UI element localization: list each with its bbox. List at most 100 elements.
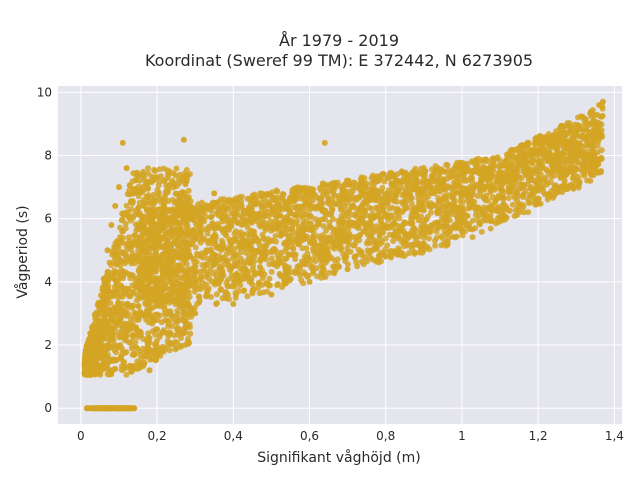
data-point [343, 177, 350, 184]
data-point [302, 224, 309, 231]
data-point [165, 308, 172, 315]
data-point [339, 237, 346, 244]
data-point [126, 234, 132, 241]
data-point [242, 249, 249, 256]
data-point [237, 282, 244, 289]
data-point [127, 217, 134, 224]
data-point [582, 142, 589, 149]
data-point [474, 161, 481, 168]
data-point [599, 98, 606, 105]
data-point [300, 280, 307, 287]
data-point [305, 272, 312, 279]
data-point [386, 205, 393, 212]
data-point [116, 184, 122, 191]
data-point [185, 303, 192, 310]
data-point [414, 169, 421, 176]
data-point [229, 255, 236, 262]
data-point [483, 211, 489, 218]
data-point [534, 195, 541, 202]
data-point [262, 245, 268, 252]
data-point [572, 127, 579, 134]
data-point [248, 274, 255, 281]
data-point [528, 176, 535, 183]
data-point [265, 280, 271, 287]
data-point [414, 213, 421, 220]
data-point [344, 266, 351, 273]
data-point [228, 222, 235, 229]
data-point [311, 242, 318, 248]
data-point [487, 204, 494, 211]
x-tick-label: 0,6 [300, 429, 319, 443]
data-point [154, 187, 161, 194]
data-point [180, 208, 186, 215]
data-point [166, 347, 173, 354]
data-point [135, 303, 142, 309]
data-point [119, 326, 126, 333]
data-point [145, 170, 152, 177]
data-point [173, 190, 180, 197]
data-point [266, 275, 273, 282]
data-point [588, 172, 595, 178]
data-point [133, 176, 140, 183]
data-point [238, 203, 245, 210]
data-point [146, 236, 153, 242]
data-point [330, 269, 337, 275]
data-point [158, 236, 164, 242]
data-point [229, 283, 236, 290]
data-point [167, 273, 174, 280]
data-point [341, 214, 348, 221]
data-point [269, 204, 276, 211]
data-point [584, 157, 590, 164]
data-point [583, 148, 590, 155]
data-point [108, 222, 115, 228]
data-point [449, 233, 456, 240]
data-point [346, 241, 352, 248]
data-point [316, 185, 323, 192]
data-point [239, 270, 246, 277]
data-point [135, 364, 141, 371]
data-point [251, 228, 257, 235]
data-point [130, 302, 137, 309]
data-point [349, 183, 356, 190]
data-point [171, 254, 178, 261]
data-point [513, 189, 520, 196]
data-point [482, 174, 489, 181]
data-point [149, 245, 156, 252]
x-tick-label: 0,4 [224, 429, 243, 443]
data-point [150, 191, 157, 198]
data-point [554, 157, 561, 163]
data-point [179, 330, 185, 337]
data-point [168, 248, 175, 255]
data-point [170, 228, 177, 235]
data-point [544, 181, 550, 188]
data-point [123, 165, 130, 172]
data-point [224, 283, 231, 290]
data-point [594, 126, 601, 133]
data-point [420, 240, 427, 247]
data-point [182, 181, 189, 188]
data-point [164, 236, 171, 243]
data-point [117, 249, 124, 256]
data-point [158, 208, 165, 215]
data-point [123, 202, 130, 209]
data-point [283, 200, 290, 207]
data-point [129, 332, 136, 338]
data-point [338, 224, 345, 231]
data-point [339, 186, 346, 193]
data-point [197, 268, 204, 275]
data-point [176, 303, 183, 309]
data-point [309, 225, 316, 232]
data-point [141, 175, 148, 182]
data-point [136, 189, 143, 196]
data-point [171, 181, 178, 188]
data-point [497, 215, 504, 222]
data-point [552, 190, 559, 197]
data-point [137, 234, 144, 241]
data-point [251, 269, 258, 276]
data-point [392, 215, 399, 222]
data-point [334, 179, 341, 186]
chart-subtitle: Koordinat (Sweref 99 TM): E 372442, N 62… [145, 51, 533, 70]
data-point [418, 223, 425, 230]
data-point [229, 237, 236, 244]
